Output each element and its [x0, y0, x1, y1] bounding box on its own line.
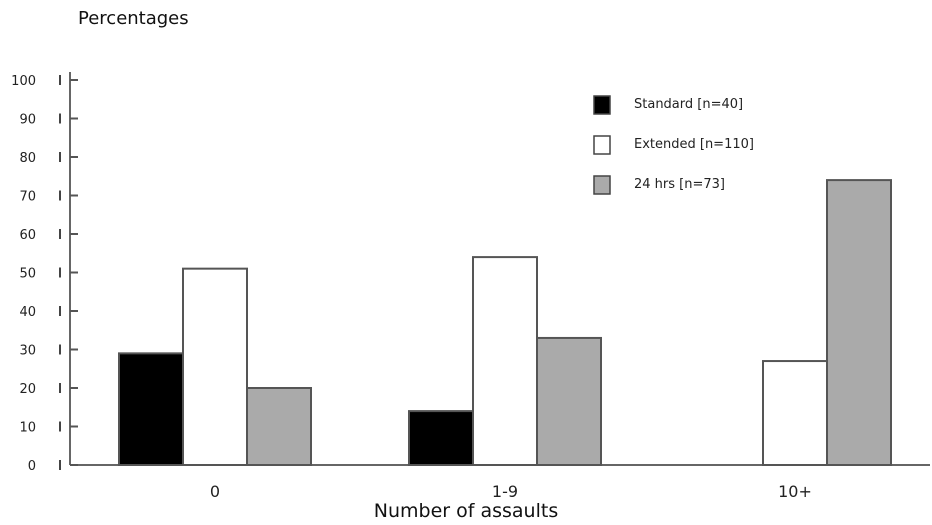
legend-label: 24 hrs [n=73] [634, 177, 725, 192]
y-tick-label: 100 [11, 74, 36, 89]
x-tick-label: 10+ [778, 482, 812, 501]
y-tick-label: 40 [19, 305, 36, 320]
y-tick-label: 30 [19, 344, 36, 359]
y-tick-label: 50 [19, 267, 36, 282]
legend-swatch [593, 95, 611, 115]
x-tick-label: 0 [210, 482, 220, 501]
bar-standard-0 [118, 352, 184, 467]
bar-extended-0 [182, 267, 248, 466]
legend: Standard [n=40] Extended [n=110] 24 hrs [n… [593, 95, 754, 195]
bar-24-0 [246, 387, 312, 466]
legend-swatch [593, 135, 611, 155]
y-tick-label: 90 [19, 113, 36, 128]
bar-24-10+ [826, 179, 892, 466]
ticks: 0 10 20 30 40 50 60 70 80 90 100 0 1-9 10+ [11, 74, 812, 501]
y-tick-label: 70 [19, 190, 36, 205]
bars [118, 179, 892, 467]
bar-extended-1-9 [472, 256, 538, 466]
x-tick-label: 1-9 [492, 482, 518, 501]
y-tick-label: 80 [19, 151, 36, 166]
y-tick-label: 60 [19, 228, 36, 243]
bar-extended-10+ [762, 360, 828, 466]
legend-label: Extended [n=110] [634, 137, 754, 152]
y-tick-label: 0 [28, 459, 36, 474]
y-tick-label: 10 [19, 421, 36, 436]
y-axis-title: Percentages [78, 8, 189, 29]
bar-24-1-9 [536, 336, 602, 467]
x-axis-title: Number of assaults [373, 500, 559, 522]
legend-label: Standard [n=40] [634, 97, 743, 112]
bar-standard-1-9 [408, 410, 474, 467]
legend-swatch [593, 175, 611, 195]
y-tick-label: 20 [19, 382, 36, 397]
